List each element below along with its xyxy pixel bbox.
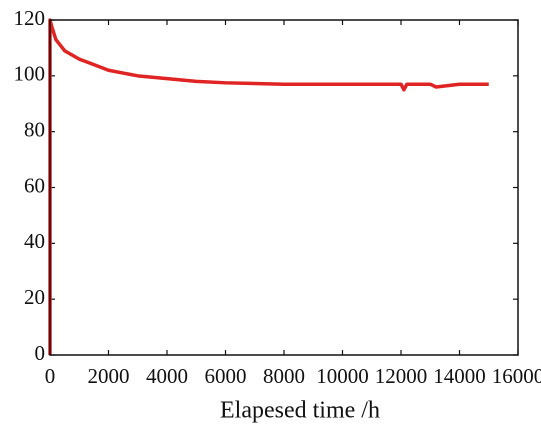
x-tick-label: 14000 xyxy=(433,364,486,388)
x-tick-label: 4000 xyxy=(146,364,188,388)
data-line xyxy=(48,18,489,355)
y-tick-label: 60 xyxy=(24,173,45,197)
y-tick-label: 100 xyxy=(14,62,46,86)
x-tick-label: 2000 xyxy=(88,364,130,388)
x-tick-label: 8000 xyxy=(263,364,305,388)
x-axis-label: Elapesed time /h xyxy=(220,398,380,424)
y-tick-label: 0 xyxy=(35,341,46,365)
y-tick-label: 120 xyxy=(14,6,46,30)
x-tick-label: 0 xyxy=(45,364,56,388)
y-tick-label: 40 xyxy=(24,229,45,253)
y-tick-label: 80 xyxy=(24,117,45,141)
x-tick-label: 6000 xyxy=(205,364,247,388)
plot-frame xyxy=(49,19,519,356)
y-tick-label: 20 xyxy=(24,285,45,309)
x-tick-label: 16000 xyxy=(492,364,541,388)
x-tick-label: 12000 xyxy=(375,364,428,388)
x-tick-label: 10000 xyxy=(316,364,369,388)
